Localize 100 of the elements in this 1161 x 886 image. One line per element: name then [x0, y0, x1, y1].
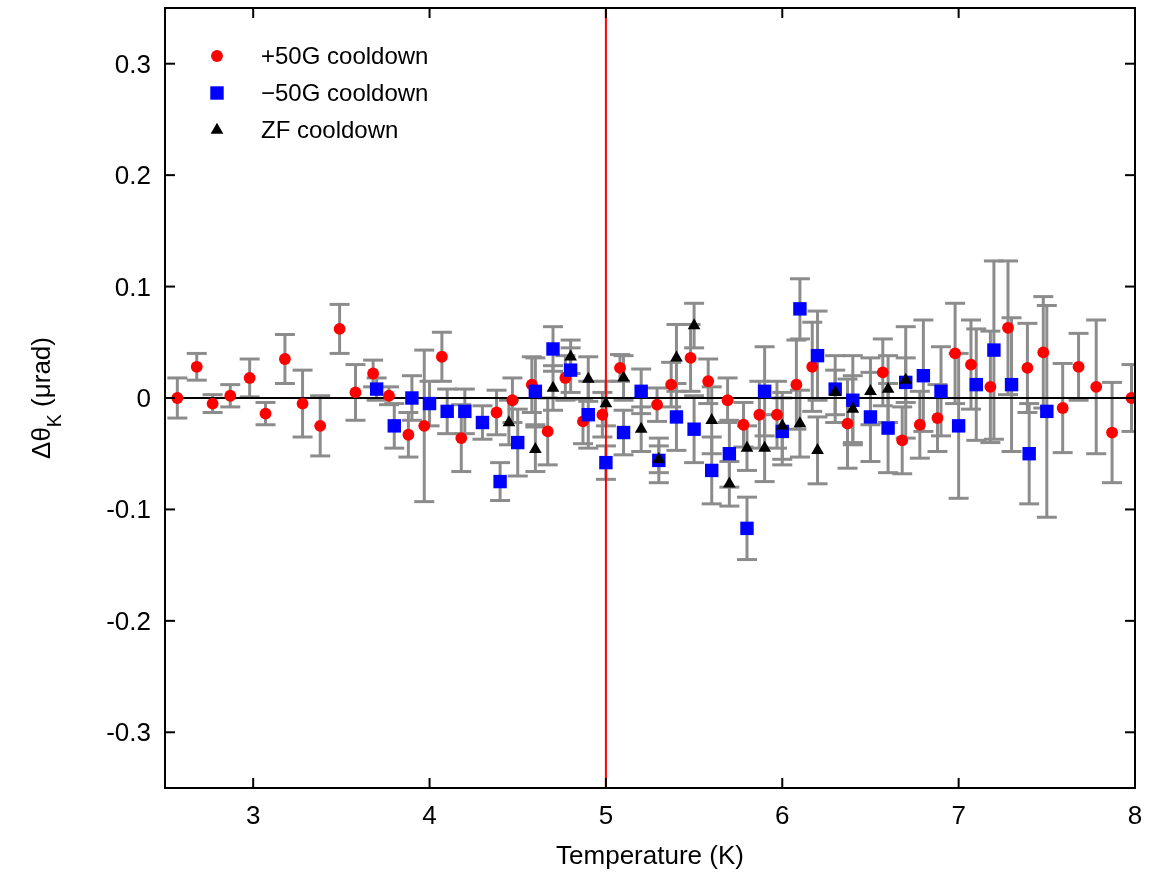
y-tick-label: -0.2	[106, 605, 151, 636]
point	[790, 378, 803, 391]
point	[1021, 362, 1034, 374]
point	[490, 406, 503, 419]
x-tick-label: 3	[245, 800, 261, 830]
point	[190, 360, 203, 373]
point	[369, 382, 384, 396]
point	[864, 383, 877, 395]
point	[652, 451, 666, 463]
point	[740, 440, 754, 452]
y-tick-label: -0.3	[106, 717, 151, 748]
point	[793, 302, 807, 316]
point	[916, 369, 931, 383]
point	[493, 474, 507, 489]
point	[596, 408, 609, 421]
point	[502, 415, 516, 427]
point	[881, 381, 895, 393]
point	[634, 384, 648, 399]
point	[753, 408, 766, 421]
point	[793, 416, 807, 428]
point	[529, 441, 542, 453]
point	[705, 412, 719, 424]
point	[367, 367, 380, 380]
point	[617, 370, 630, 382]
point	[349, 386, 362, 399]
point	[881, 421, 895, 435]
point	[506, 394, 519, 407]
point	[899, 372, 913, 384]
point	[811, 443, 824, 455]
point	[440, 404, 454, 419]
point	[435, 350, 448, 363]
x-tick-label: 5	[598, 800, 614, 830]
point	[243, 372, 256, 384]
point	[171, 392, 184, 404]
point	[581, 371, 595, 383]
point	[651, 398, 663, 411]
point	[1002, 321, 1014, 334]
point	[616, 425, 631, 440]
point	[475, 415, 490, 430]
point	[1072, 360, 1085, 373]
point	[279, 353, 291, 365]
legend-label: +50G cooldown	[261, 42, 429, 69]
point	[259, 407, 272, 420]
point	[687, 318, 701, 330]
point	[665, 378, 678, 391]
point	[387, 419, 401, 433]
point	[1106, 426, 1118, 439]
point	[965, 358, 977, 371]
point	[458, 404, 472, 419]
point	[1090, 380, 1103, 393]
point	[599, 396, 613, 408]
point	[1004, 377, 1019, 392]
y-tick-label: 0.1	[114, 271, 151, 302]
point	[669, 410, 684, 424]
point	[296, 397, 309, 410]
point	[810, 348, 825, 363]
point	[402, 428, 415, 441]
y-tick-label: 0.2	[114, 160, 151, 191]
point	[841, 417, 854, 430]
point	[333, 323, 346, 335]
point	[771, 408, 783, 421]
point	[581, 408, 595, 422]
point	[949, 347, 962, 360]
point	[969, 377, 983, 392]
y-tick-label: 0.3	[114, 48, 151, 79]
point	[931, 412, 944, 424]
point	[758, 440, 771, 452]
x-tick-label: 6	[775, 800, 790, 830]
point	[546, 380, 560, 392]
point	[599, 455, 613, 470]
point	[528, 384, 543, 399]
x-tick-label: 8	[1127, 800, 1143, 830]
point	[541, 425, 554, 438]
point	[757, 384, 772, 399]
legend-label: ZF cooldown	[261, 116, 399, 143]
point	[422, 396, 437, 411]
point	[511, 435, 525, 450]
point	[846, 393, 860, 407]
y-tick-label: 0	[136, 383, 151, 413]
point	[224, 389, 237, 402]
point	[722, 447, 737, 461]
point	[1056, 402, 1069, 414]
point	[1037, 346, 1050, 359]
point	[723, 476, 736, 488]
y-tick-label: -0.1	[106, 494, 151, 525]
point	[705, 463, 719, 478]
point	[775, 418, 789, 430]
point	[721, 394, 734, 407]
x-axis-title: Temperature (K)	[556, 840, 744, 870]
point	[806, 360, 819, 373]
point	[314, 419, 327, 432]
point	[934, 384, 948, 399]
point	[702, 375, 715, 388]
point	[740, 521, 754, 536]
point	[896, 434, 909, 447]
point	[564, 349, 577, 361]
point	[846, 401, 860, 413]
point	[987, 343, 1001, 357]
point	[951, 419, 966, 433]
point	[1022, 447, 1036, 461]
